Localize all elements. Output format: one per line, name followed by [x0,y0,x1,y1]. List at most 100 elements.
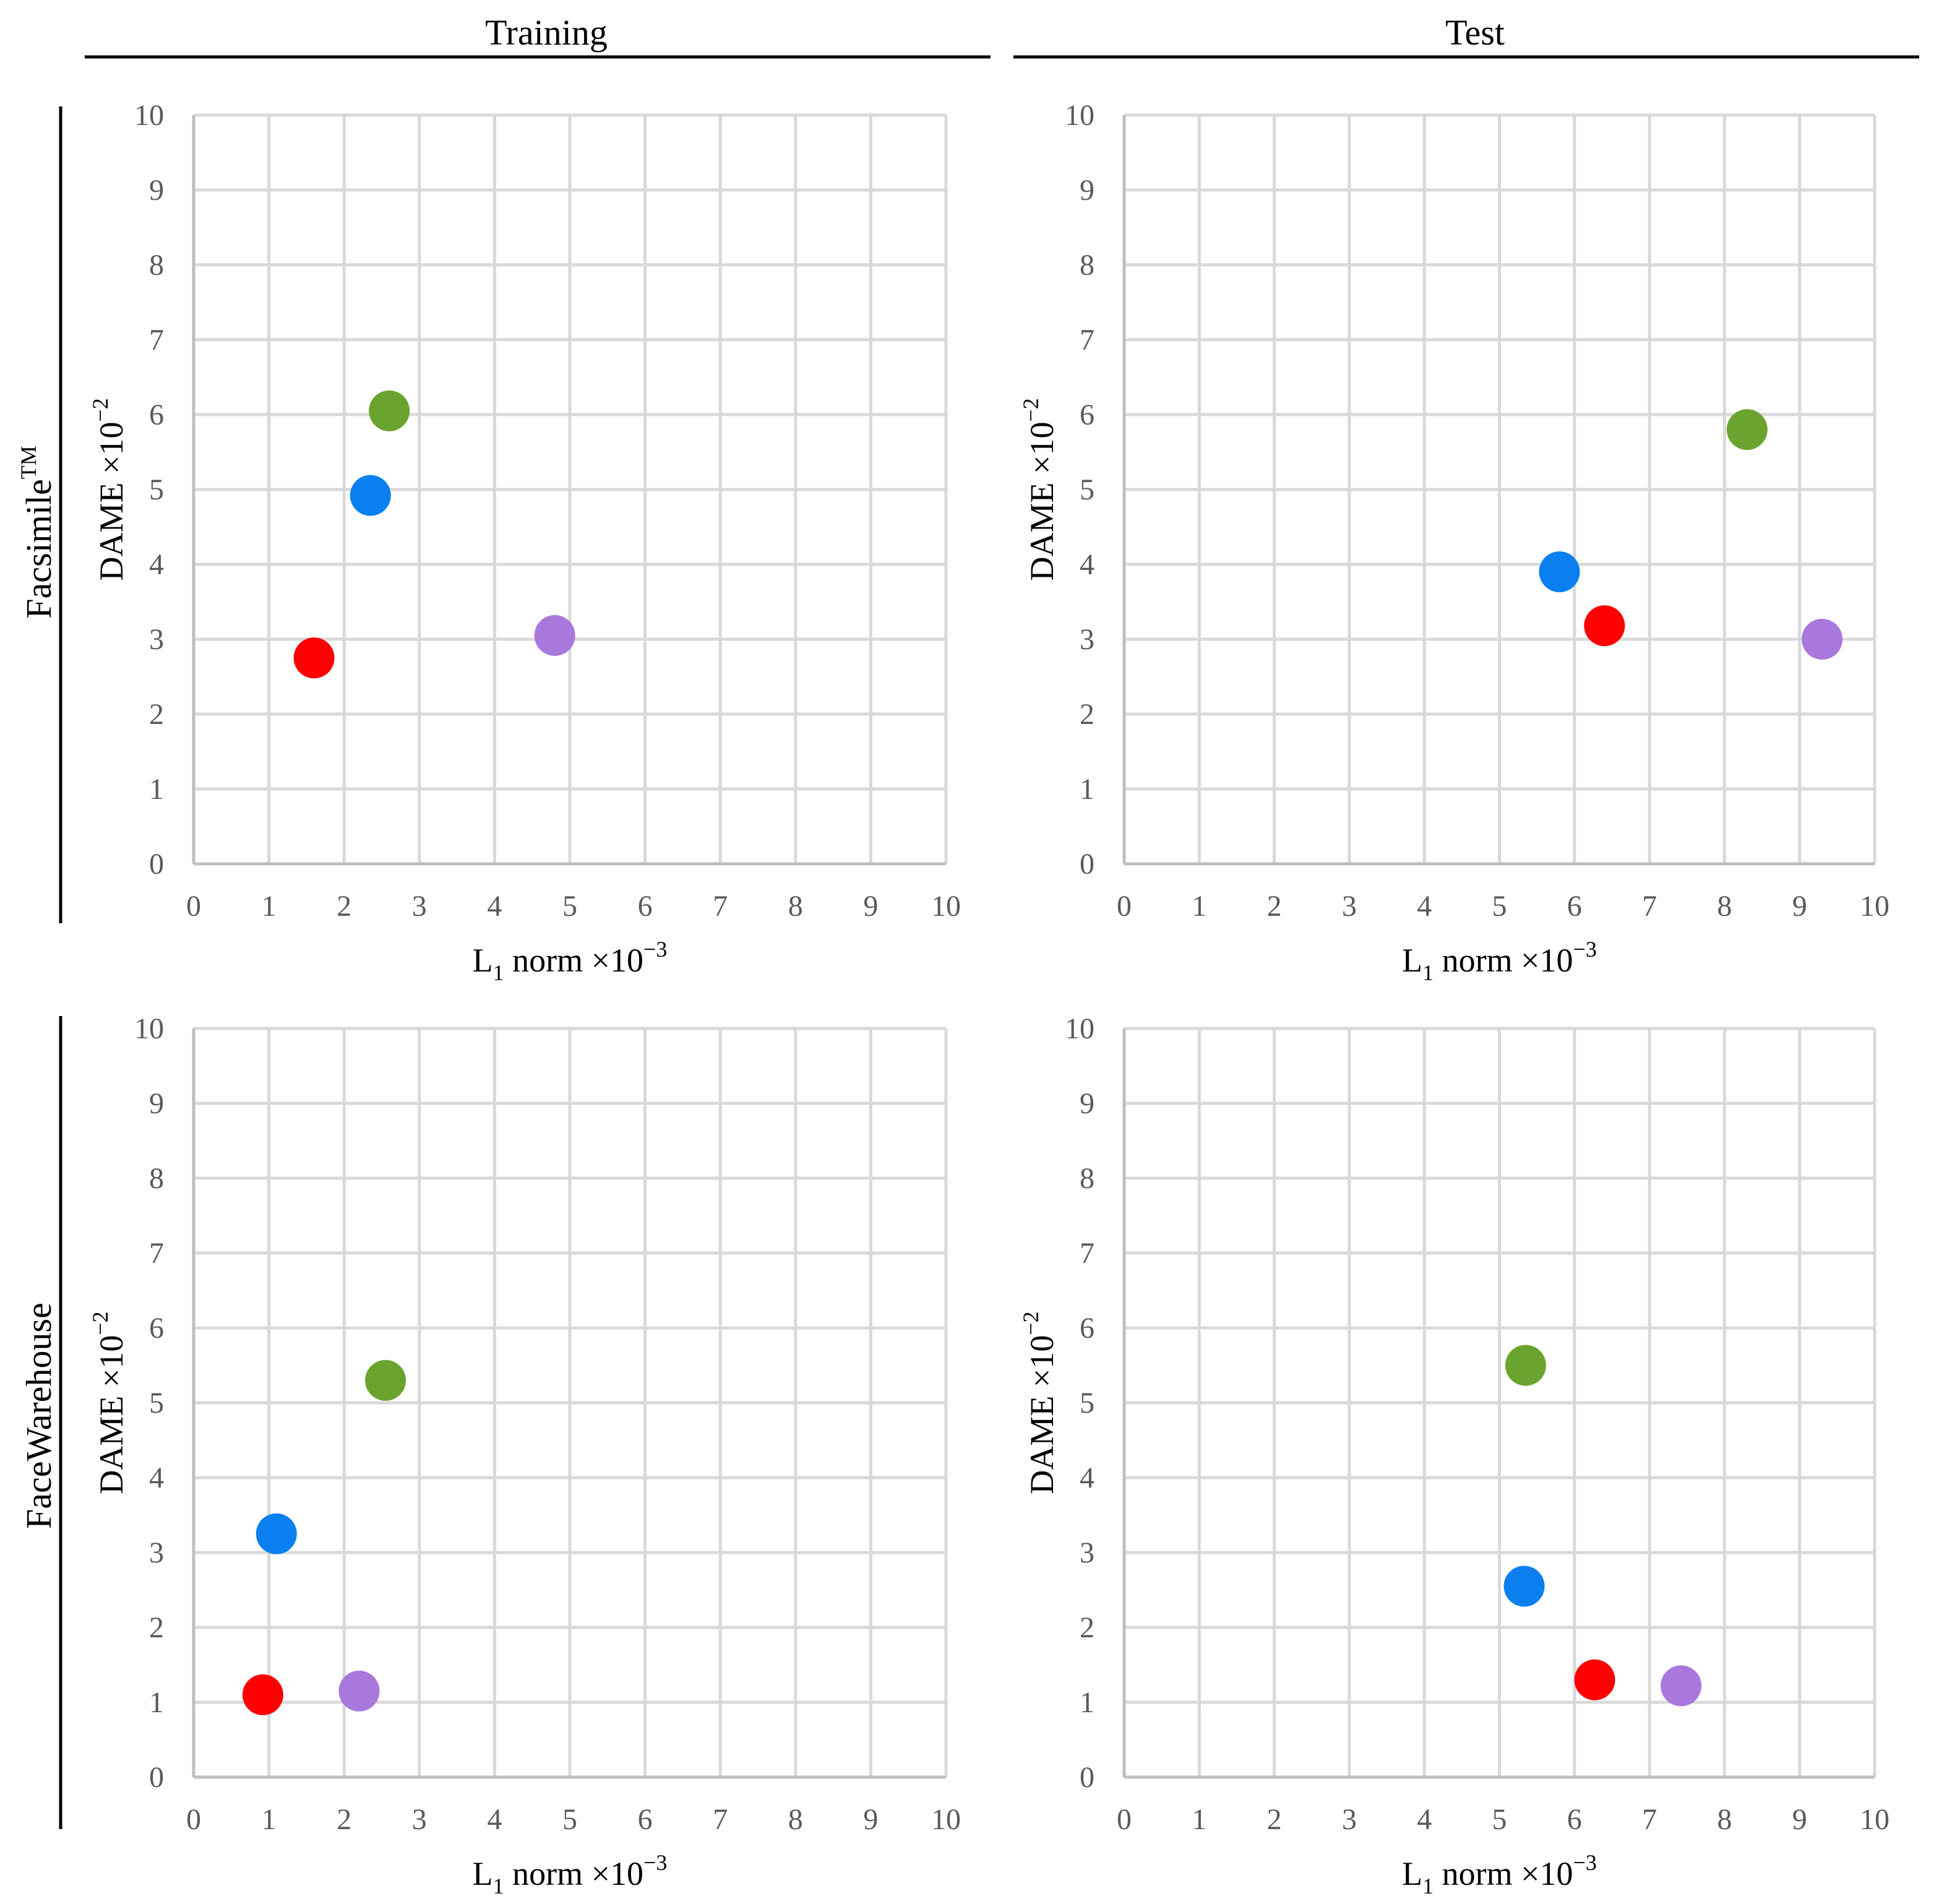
y-tick-label: 8 [149,249,164,282]
x-axis-title-superscript: −3 [643,937,667,962]
y-tick-label: 10 [134,1012,164,1045]
y-tick-label: 4 [149,548,164,581]
x-tick-label: 4 [1417,890,1432,923]
x-axis-title-main: norm ×10 [504,1855,643,1892]
x-axis-title-subscript: 1 [493,1874,504,1898]
y-tick-label: 2 [149,698,164,731]
scatter-point [1661,1665,1702,1707]
x-tick-label: 5 [1492,890,1507,923]
y-tick-label: 7 [149,324,164,356]
y-tick-label: 7 [149,1237,164,1270]
y-tick-label: 3 [149,623,164,656]
x-axis-title: L1 norm ×10−3 [473,1850,668,1898]
y-axis-title-superscript: −2 [88,1311,113,1335]
x-tick-label: 10 [931,1803,961,1836]
x-axis-title-base: L [1402,942,1422,979]
y-tick-label: 3 [1080,623,1094,656]
y-axis-title-main: DAME ×10 [1023,1335,1060,1494]
y-tick-label: 4 [1080,1462,1094,1494]
x-tick-label: 9 [1792,890,1807,923]
x-tick-label: 3 [1342,1803,1357,1836]
y-tick-label: 8 [1080,1162,1094,1195]
x-tick-label: 2 [337,890,351,923]
x-tick-label: 3 [412,890,427,923]
x-axis-title-base: L [473,1855,493,1892]
y-tick-label: 2 [149,1611,164,1644]
y-tick-label: 2 [1080,1611,1094,1644]
y-axis-title-main: DAME ×10 [93,1335,130,1494]
y-tick-label: 7 [1080,1237,1094,1270]
x-tick-label: 1 [262,890,277,923]
x-tick-label: 8 [1717,1803,1732,1836]
scatter-point [1539,551,1580,593]
y-axis-title: DAME ×10−2 [88,1311,130,1494]
x-tick-label: 4 [1417,1803,1432,1836]
y-tick-label: 3 [149,1536,164,1569]
x-axis-title-subscript: 1 [1422,960,1434,985]
y-tick-label: 10 [134,99,164,132]
y-tick-label: 3 [1080,1536,1094,1569]
x-tick-label: 2 [337,1803,351,1836]
x-axis-title-base: L [1402,1855,1422,1892]
y-tick-label: 4 [149,1462,164,1494]
x-tick-label: 10 [1860,890,1890,923]
x-tick-label: 3 [1342,890,1357,923]
x-tick-label: 8 [788,890,803,923]
x-tick-label: 8 [788,1803,803,1836]
y-tick-label: 5 [149,473,164,506]
scatter-point [534,614,575,656]
x-axis-title-base: L [473,942,493,979]
y-tick-label: 0 [149,1761,164,1794]
y-tick-label: 6 [1080,398,1094,431]
y-tick-label: 9 [1080,1087,1094,1120]
x-axis-title: L1 norm ×10−3 [1402,1850,1597,1898]
y-tick-label: 1 [1080,773,1094,806]
x-tick-label: 3 [412,1803,427,1836]
scatter-point [1726,409,1768,450]
scatter-point [1584,605,1625,647]
y-axis-title-superscript: −2 [1018,398,1043,421]
scatter-point [369,390,410,431]
y-tick-label: 1 [1080,1686,1094,1719]
x-tick-label: 6 [638,890,653,923]
row-title-facewarehouse: FaceWarehouse [19,1303,59,1529]
x-tick-label: 5 [562,890,577,923]
x-tick-label: 7 [1642,890,1657,923]
x-tick-label: 10 [931,890,961,923]
y-tick-label: 1 [149,1686,164,1719]
y-axis-title-superscript: −2 [88,398,113,421]
row-title-facsimile: FacsimileTM [16,446,59,619]
x-axis-title-subscript: 1 [1422,1874,1434,1898]
x-tick-label: 6 [638,1803,653,1836]
x-tick-label: 5 [562,1803,577,1836]
y-tick-label: 1 [149,773,164,806]
x-tick-label: 4 [487,1803,502,1836]
y-tick-label: 4 [1080,548,1094,581]
scatter-point [1503,1566,1545,1607]
y-axis-title-superscript: −2 [1018,1311,1043,1335]
x-axis-title-superscript: −3 [643,1850,667,1875]
scatter-point [1802,619,1843,660]
y-tick-label: 10 [1065,1012,1094,1045]
x-axis-title-superscript: −3 [1573,1850,1597,1875]
x-axis-title: L1 norm ×10−3 [1402,937,1597,985]
y-axis-title: DAME ×10−2 [1018,1311,1060,1494]
y-tick-label: 2 [1080,698,1094,731]
x-axis-title: L1 norm ×10−3 [473,937,668,985]
x-axis-title-main: norm ×10 [504,942,643,979]
y-tick-label: 8 [149,1162,164,1195]
x-axis-title-main: norm ×10 [1434,942,1573,979]
x-tick-label: 0 [186,1803,201,1836]
y-tick-label: 0 [1080,848,1094,881]
x-tick-label: 5 [1492,1803,1507,1836]
y-tick-label: 5 [1080,1387,1094,1419]
y-tick-label: 6 [149,1312,164,1345]
x-tick-label: 10 [1860,1803,1890,1836]
y-tick-label: 9 [1080,174,1094,207]
x-tick-label: 6 [1567,890,1582,923]
x-tick-label: 0 [1117,1803,1132,1836]
